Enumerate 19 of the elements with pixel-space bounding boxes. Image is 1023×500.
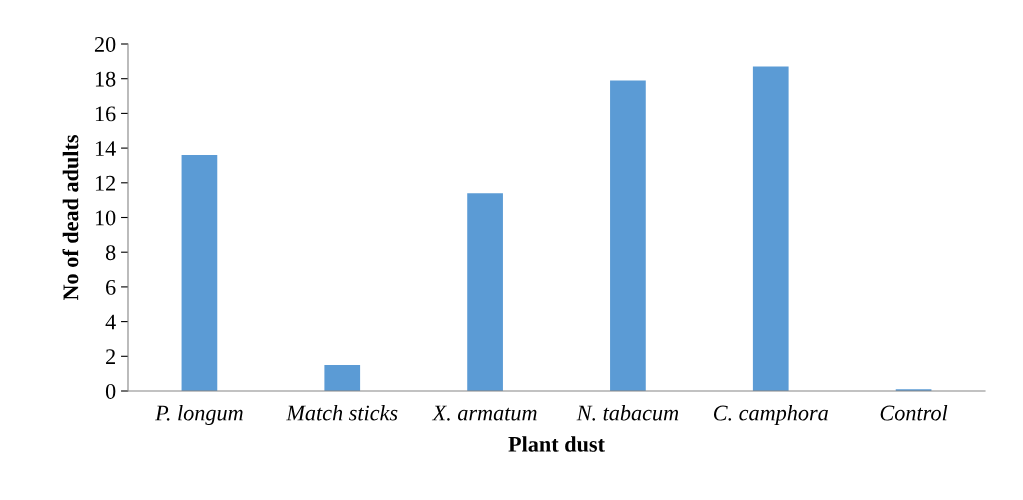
x-axis-title: Plant dust <box>508 436 605 452</box>
x-tick-label: P. longum <box>155 404 243 426</box>
y-tick-label: 10 <box>95 210 116 226</box>
x-tick-label: C. camphora <box>713 404 828 426</box>
x-tick-label: X. armatum <box>431 405 537 421</box>
y-tick-label: 18 <box>95 71 116 87</box>
y-tick-label: 12 <box>95 175 115 191</box>
y-tick-label: 16 <box>95 106 116 122</box>
y-tick-label: 20 <box>94 36 116 52</box>
x-tick-label: N. tabacum <box>576 404 679 421</box>
x-tick-label: Control <box>880 404 948 421</box>
y-tick-label: 8 <box>105 245 116 261</box>
y-tick-label: 0 <box>105 383 116 399</box>
y-axis-title: No of dead adults <box>62 135 79 301</box>
y-tick-label: 2 <box>106 349 115 365</box>
y-tick-label: 6 <box>106 279 116 295</box>
x-tick-label: Match sticks <box>286 404 398 421</box>
y-tick-label: 14 <box>95 141 116 156</box>
y-tick-label: 4 <box>105 314 116 330</box>
